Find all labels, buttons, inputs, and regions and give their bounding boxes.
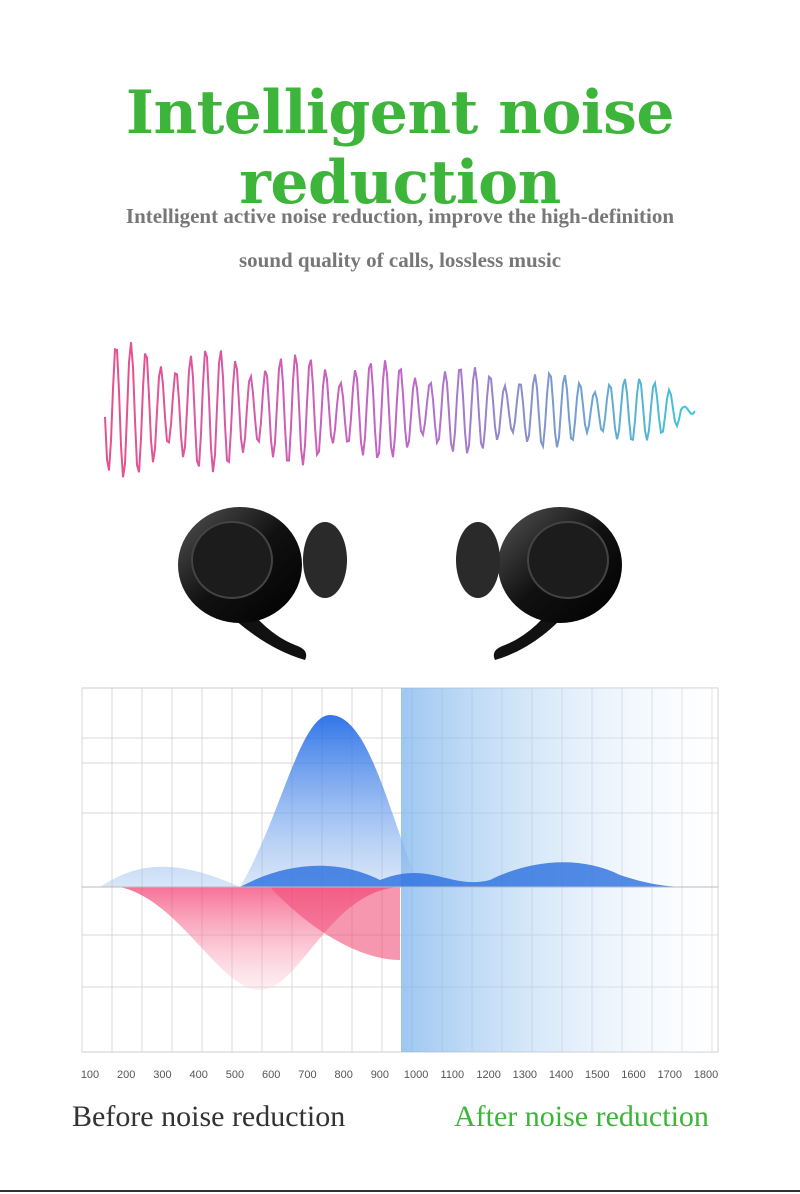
x-axis-label: 1300 <box>513 1069 537 1081</box>
x-axis-label: 1500 <box>585 1069 609 1081</box>
sound-wave <box>104 342 696 478</box>
x-axis-label: 1000 <box>404 1069 428 1081</box>
x-axis-label: 1200 <box>476 1069 500 1081</box>
bottom-rule <box>0 1190 800 1192</box>
earbud-left <box>178 507 347 660</box>
x-axis-label: 1800 <box>694 1069 718 1081</box>
title: Intelligent noise reduction <box>125 78 675 218</box>
x-axis-label: 1700 <box>658 1069 682 1081</box>
x-axis-label: 1100 <box>441 1069 465 1081</box>
x-axis-label: 100 <box>81 1069 99 1081</box>
subtitle-line: Intelligent active noise reduction, impr… <box>125 204 675 228</box>
subtitle-line: sound quality of calls, lossless music <box>238 248 562 272</box>
noise-chart <box>81 687 719 1053</box>
x-axis-label: 900 <box>371 1069 389 1081</box>
x-axis-label: 1400 <box>549 1069 573 1081</box>
x-axis-label: 400 <box>190 1069 208 1081</box>
x-axis-label: 500 <box>226 1069 244 1081</box>
earbud-right <box>456 507 622 660</box>
x-axis-label: 200 <box>117 1069 135 1081</box>
x-axis-label: 700 <box>298 1069 316 1081</box>
x-axis-label: 300 <box>153 1069 171 1081</box>
x-axis-label: 800 <box>334 1069 352 1081</box>
caption-after: After noise reduction <box>454 1100 709 1133</box>
x-axis-label: 600 <box>262 1069 280 1081</box>
x-axis-label: 1600 <box>621 1069 645 1081</box>
caption-before: Before noise reduction <box>72 1100 346 1133</box>
